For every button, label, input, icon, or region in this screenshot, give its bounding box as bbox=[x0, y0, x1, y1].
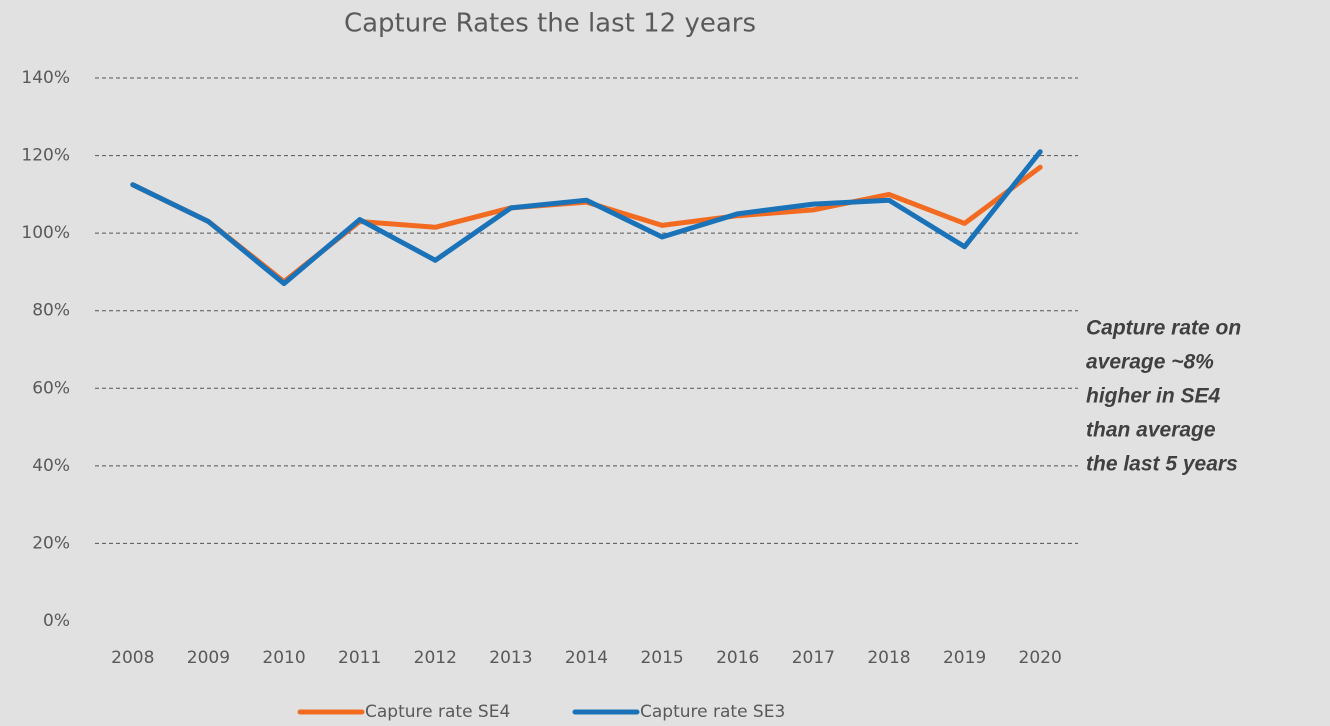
series-line bbox=[130, 149, 1043, 287]
x-tick-label: 2008 bbox=[111, 648, 154, 668]
annotation: average ~8% bbox=[1086, 351, 1214, 374]
y-tick-label: 60% bbox=[32, 378, 70, 398]
annotation: the last 5 years bbox=[1086, 453, 1238, 476]
chart-title: Capture Rates the last 12 years bbox=[344, 9, 756, 39]
legend-label: Capture rate SE4 bbox=[365, 702, 510, 722]
y-tick-label: 140% bbox=[21, 68, 70, 88]
x-tick-label: 2019 bbox=[943, 648, 986, 668]
legend-label: Capture rate SE3 bbox=[640, 702, 785, 722]
series-line bbox=[130, 164, 1043, 285]
y-tick-label: 120% bbox=[21, 146, 70, 166]
x-tick-label: 2009 bbox=[187, 648, 230, 668]
x-tick-label: 2013 bbox=[489, 648, 532, 668]
x-tick-label: 2011 bbox=[338, 648, 381, 668]
x-tick-label: 2020 bbox=[1019, 648, 1062, 668]
x-tick-label: 2014 bbox=[565, 648, 608, 668]
y-tick-label: 80% bbox=[32, 301, 70, 321]
x-tick-label: 2018 bbox=[867, 648, 910, 668]
x-tick-label: 2012 bbox=[414, 648, 457, 668]
annotation: than average bbox=[1086, 419, 1216, 442]
y-tick-label: 40% bbox=[32, 456, 70, 476]
annotation: higher in SE4 bbox=[1086, 385, 1221, 408]
x-tick-label: 2016 bbox=[716, 648, 759, 668]
x-tick-label: 2010 bbox=[262, 648, 305, 668]
annotation: Capture rate on bbox=[1086, 317, 1241, 340]
y-tick-label: 100% bbox=[21, 223, 70, 243]
x-tick-label: 2017 bbox=[792, 648, 835, 668]
y-tick-label: 20% bbox=[32, 533, 70, 553]
x-tick-label: 2015 bbox=[640, 648, 683, 668]
y-tick-label: 0% bbox=[43, 611, 70, 631]
